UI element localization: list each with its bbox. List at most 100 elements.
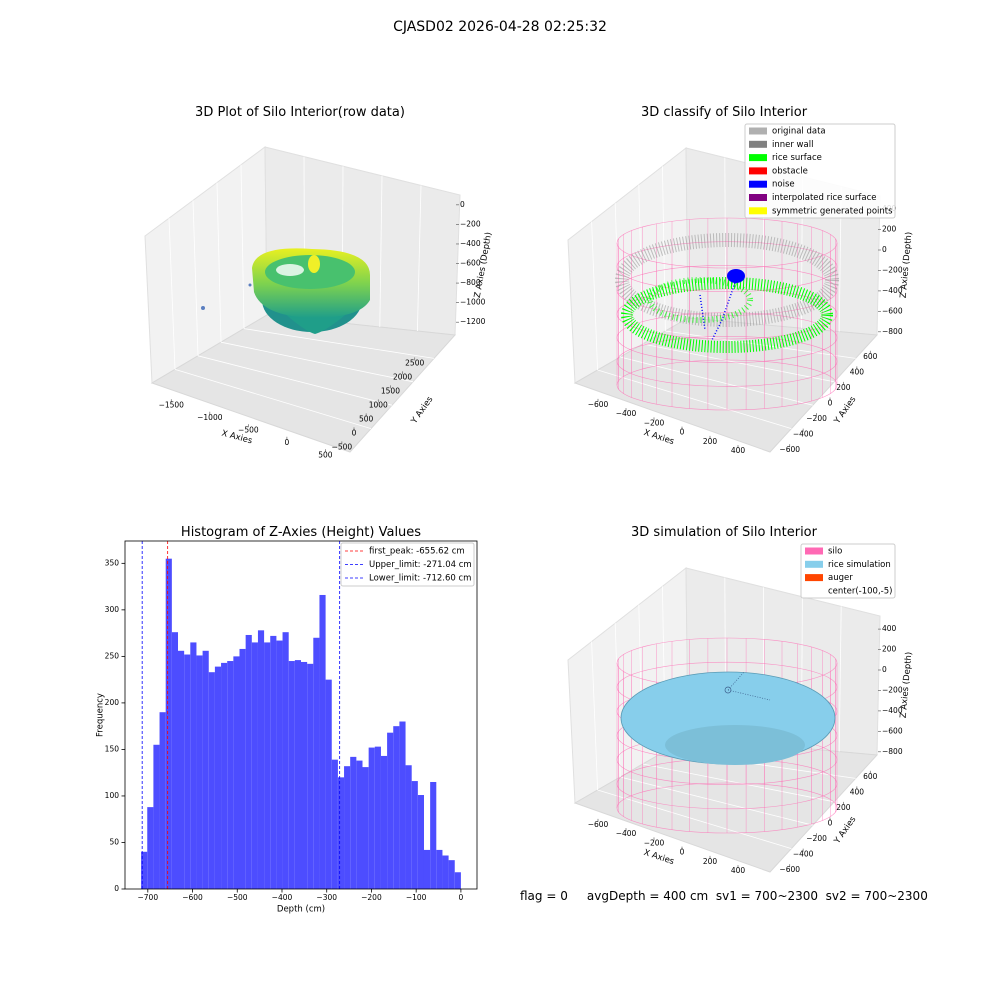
x-tick-label: 200 xyxy=(703,857,718,866)
bar xyxy=(368,747,375,889)
bar xyxy=(227,661,234,889)
legend-label: noise xyxy=(772,180,795,190)
bar xyxy=(147,807,154,889)
panel-title: Histogram of Z-Axies (Height) Values xyxy=(181,525,421,540)
outlier xyxy=(248,283,252,287)
bar xyxy=(245,634,252,889)
legend-swatch xyxy=(805,574,823,582)
pane-grid xyxy=(197,355,393,406)
pane-grid xyxy=(642,343,835,383)
legend-swatch xyxy=(749,154,767,162)
y-tick-label: 300 xyxy=(105,605,120,614)
z-tick-label: −200 xyxy=(460,219,481,228)
bar xyxy=(454,872,461,889)
legend-label: silo xyxy=(828,547,842,557)
pane-grid xyxy=(638,184,644,345)
bar xyxy=(233,656,240,889)
bar xyxy=(374,746,381,889)
x-tick-label: −1500 xyxy=(159,400,185,409)
legend-label: center(-100,-5) xyxy=(828,586,892,596)
illustrations xyxy=(144,146,881,873)
bar xyxy=(294,660,301,889)
pane-grid xyxy=(591,641,598,791)
bar xyxy=(202,650,209,889)
bar xyxy=(214,666,222,889)
bar xyxy=(208,672,215,889)
legend-swatch xyxy=(749,140,767,148)
x-axis-label: Depth (cm) xyxy=(277,905,325,915)
x-tick-label: 0 xyxy=(680,428,685,437)
center-mark xyxy=(724,686,732,694)
z-tick-label: 400 xyxy=(882,624,897,633)
bar xyxy=(301,661,308,889)
bar xyxy=(362,767,369,889)
panel-title: 3D classify of Silo Interior xyxy=(641,105,808,120)
y-tick-label: 200 xyxy=(836,803,851,812)
legend-swatch xyxy=(749,180,767,188)
legend-label: original data xyxy=(772,127,826,137)
y-tick-label: 0 xyxy=(828,399,833,408)
z-tick-label: −800 xyxy=(882,327,903,336)
bar xyxy=(307,663,314,889)
y-tick-label: −400 xyxy=(793,850,814,859)
bar xyxy=(442,855,449,889)
x-tick-label: −500 xyxy=(227,893,248,902)
legend-swatch xyxy=(749,207,767,215)
z-tick-label: 0 xyxy=(460,200,465,209)
noise-points xyxy=(699,279,737,341)
y-tick-label: 250 xyxy=(105,651,120,660)
pane-grid xyxy=(620,776,813,826)
x-tick-label: −200 xyxy=(361,893,382,902)
legend-swatch xyxy=(805,547,823,555)
y-tick-label: −200 xyxy=(806,414,827,423)
z-tick-label: −200 xyxy=(882,685,903,694)
y-tick-label: 200 xyxy=(836,383,851,392)
pane-floor xyxy=(150,314,457,453)
z-tick-label: 0 xyxy=(882,245,887,254)
bar xyxy=(190,642,197,889)
x-tick-label: 0 xyxy=(285,438,290,447)
legend-label: rice simulation xyxy=(828,560,891,570)
z-axis-label: Z Axies (Depth) xyxy=(899,651,915,718)
bar xyxy=(430,781,437,889)
bar xyxy=(344,766,351,889)
y-tick-label: 1000 xyxy=(369,400,388,409)
x-tick-label: −600 xyxy=(182,893,203,902)
bar xyxy=(387,732,394,889)
z-tick-label: −200 xyxy=(882,265,903,274)
y-tick-label: 150 xyxy=(105,744,120,753)
bar xyxy=(313,637,320,889)
x-tick-label: 400 xyxy=(731,446,746,455)
bar xyxy=(288,661,295,889)
x-tick-label: −500 xyxy=(238,425,259,434)
bar xyxy=(436,849,443,889)
legend-swatch xyxy=(805,560,823,568)
bar xyxy=(417,795,424,889)
silo-wire xyxy=(616,359,838,411)
silo-wire xyxy=(616,241,838,292)
z-tick-label: −1000 xyxy=(460,298,486,307)
y-axis-label: Y Axies xyxy=(832,814,859,846)
y-tick-label: 350 xyxy=(105,558,120,567)
rice-points xyxy=(647,277,753,323)
legend-label: rice surface xyxy=(772,153,822,163)
z-tick-label: 200 xyxy=(882,645,897,654)
z-tick-label: −400 xyxy=(882,286,903,295)
z-tick-label: 0 xyxy=(882,665,887,674)
pane-grid xyxy=(665,330,856,359)
legend-swatch xyxy=(749,127,767,135)
z-tick-label: −600 xyxy=(882,306,903,315)
bar xyxy=(350,756,357,889)
y-axis-label: Frequency xyxy=(96,693,106,737)
pane-grid xyxy=(379,175,383,328)
y-axis-label: Y Axies xyxy=(832,394,859,426)
z-axis-label: Z Axies (Depth) xyxy=(899,231,915,298)
pane-floor xyxy=(573,737,879,873)
bar xyxy=(251,642,258,889)
bar xyxy=(196,655,203,889)
legend-label: inner wall xyxy=(772,140,813,150)
x-tick-label: −1000 xyxy=(197,413,223,422)
surface-peak xyxy=(308,255,320,273)
bar xyxy=(282,632,289,889)
x-tick-label: −400 xyxy=(616,409,637,418)
